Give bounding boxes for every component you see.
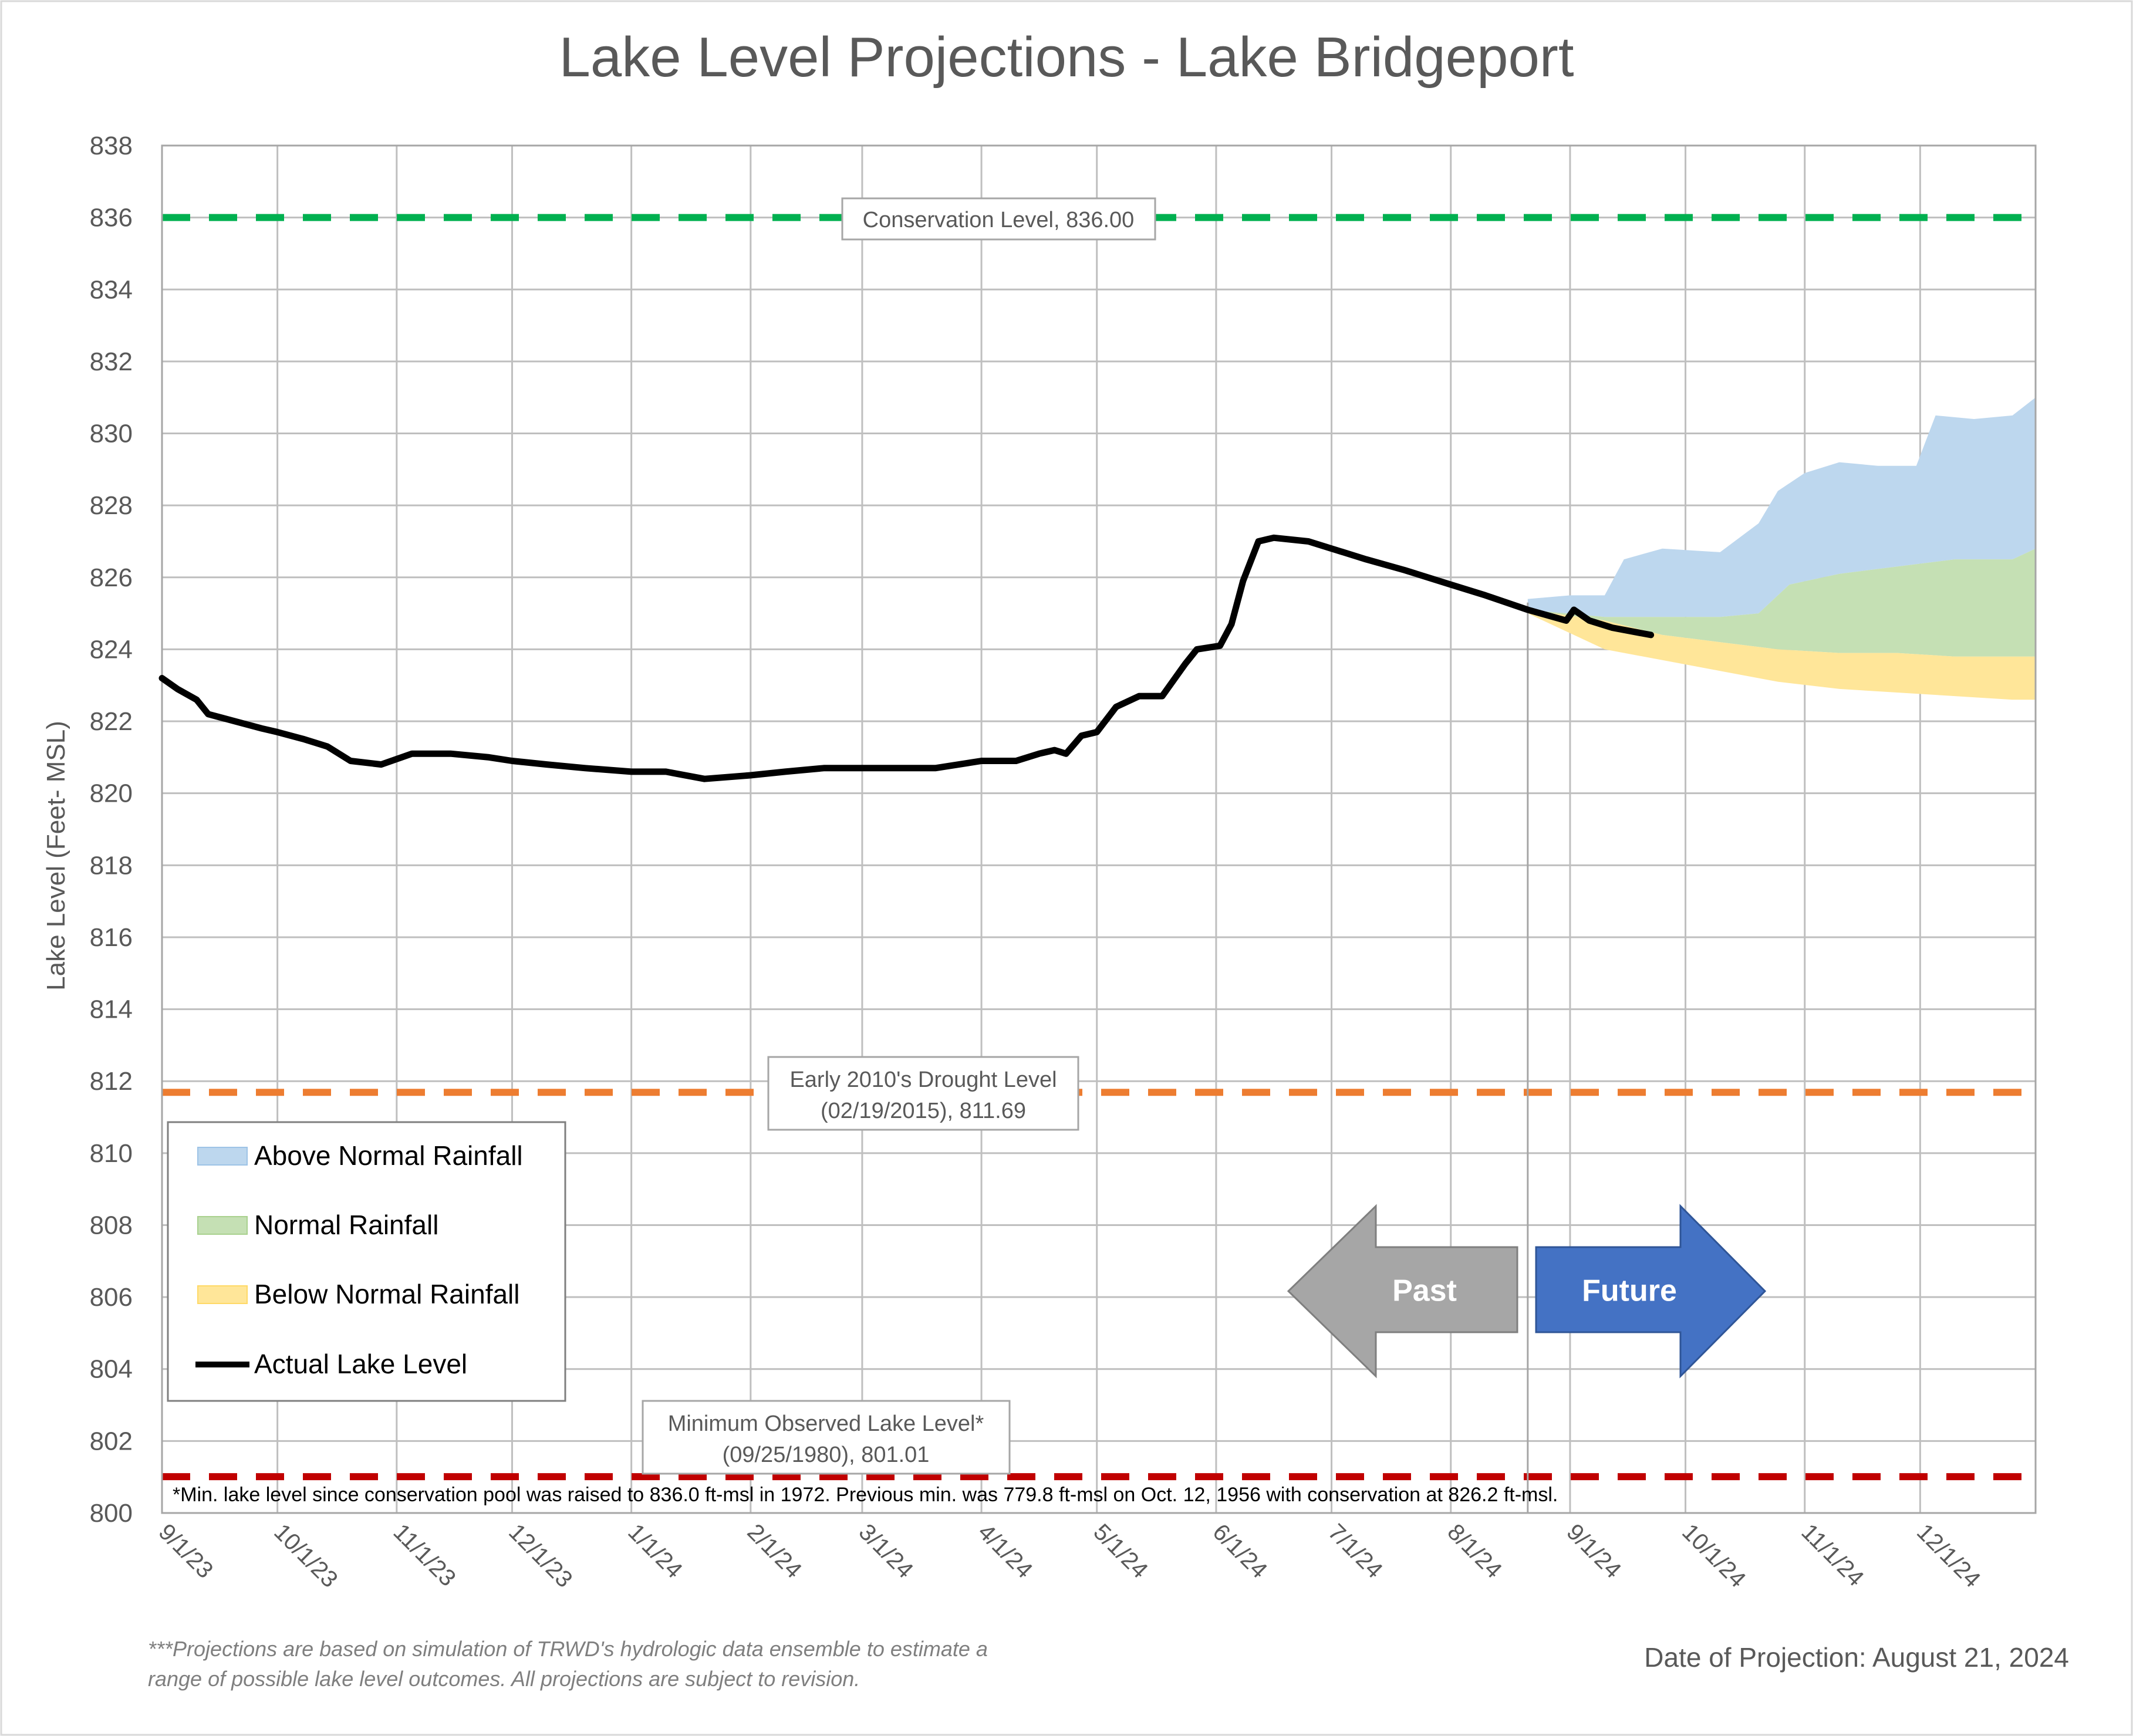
- past-arrow-label: Past: [1392, 1274, 1457, 1308]
- y-tick-label-832: 832: [90, 347, 133, 376]
- area-normal: [1527, 548, 2036, 657]
- footer-note-line1: ***Projections are based on simulation o…: [148, 1637, 988, 1661]
- series-line-actual-lake-level: [158, 534, 1655, 782]
- reference-lines: [162, 214, 2036, 1481]
- y-tick-label-828: 828: [90, 491, 133, 520]
- legend-label-actual: Actual Lake Level: [254, 1349, 467, 1379]
- y-tick-label-836: 836: [90, 204, 133, 232]
- y-tick-label-806: 806: [90, 1283, 133, 1312]
- conservation-label: Conservation Level, 836.00: [863, 208, 1135, 232]
- y-tick-label-830: 830: [90, 420, 133, 448]
- y-tick-label-814: 814: [90, 995, 133, 1024]
- legend-item-normal: Normal Rainfall: [197, 1210, 438, 1240]
- legend-box: [167, 1121, 566, 1402]
- legend-swatch-below-normal: [197, 1285, 248, 1304]
- y-tick-label-822: 822: [90, 707, 133, 736]
- chart-title: Lake Level Projections - Lake Bridgeport: [559, 26, 1574, 89]
- minimum-label-line2: (09/25/1980), 801.01: [723, 1443, 930, 1467]
- y-tick-label-802: 802: [90, 1427, 133, 1455]
- drought-label-line1: Early 2010's Drought Level: [789, 1068, 1057, 1092]
- projection-date: Date of Projection: August 21, 2024: [1644, 1642, 2069, 1673]
- y-tick-label-804: 804: [90, 1355, 133, 1384]
- area-above-normal: [1527, 397, 2036, 617]
- legend-item-actual: Actual Lake Level: [195, 1349, 467, 1379]
- area-below-normal: [1527, 610, 2036, 700]
- y-tick-label-800: 800: [90, 1499, 133, 1528]
- projection-areas: [1527, 397, 2036, 700]
- footer-note-line2: range of possible lake level outcomes. A…: [148, 1667, 860, 1691]
- y-tick-label-810: 810: [90, 1139, 133, 1168]
- plot-area-border: [161, 144, 2037, 1514]
- legend-label-below-normal: Below Normal Rainfall: [254, 1279, 520, 1309]
- y-axis-title: Lake Level (Feet- MSL): [42, 721, 70, 991]
- y-tick-label-820: 820: [90, 779, 133, 808]
- y-tick-label-834: 834: [90, 275, 133, 304]
- y-tick-label-812: 812: [90, 1067, 133, 1096]
- past-arrow: Past: [1287, 1204, 1518, 1379]
- y-tick-label-826: 826: [90, 563, 133, 592]
- legend-item-above-normal: Above Normal Rainfall: [197, 1140, 523, 1171]
- y-tick-label-818: 818: [90, 851, 133, 880]
- legend-item-below-normal: Below Normal Rainfall: [197, 1279, 520, 1309]
- future-arrow-label: Future: [1582, 1274, 1677, 1308]
- legend-label-normal: Normal Rainfall: [254, 1210, 438, 1240]
- y-tick-label-838: 838: [90, 131, 133, 160]
- legend-swatch-above-normal: [197, 1147, 248, 1166]
- drought-label-line2: (02/19/2015), 811.69: [821, 1099, 1026, 1123]
- minimum-callout: Minimum Observed Lake Level* (09/25/1980…: [642, 1400, 1011, 1475]
- conservation-callout: Conservation Level, 836.00: [841, 197, 1156, 241]
- minimum-footnote: *Min. lake level since conservation pool…: [173, 1484, 1558, 1506]
- y-tick-label-816: 816: [90, 923, 133, 952]
- y-tick-label-824: 824: [90, 635, 133, 664]
- drought-callout: Early 2010's Drought Level (02/19/2015),…: [767, 1056, 1079, 1131]
- y-tick-label-808: 808: [90, 1211, 133, 1239]
- actual-lake-level: [158, 534, 1655, 782]
- minimum-label-line1: Minimum Observed Lake Level*: [668, 1411, 984, 1436]
- future-arrow: Future: [1535, 1204, 1767, 1379]
- y-tick-labels: 800 802 804 806 808 810 812 814 816 818 820 822 824 8…: [90, 131, 133, 1528]
- legend: Above Normal Rainfall Normal Rainfall Be…: [167, 1121, 566, 1402]
- legend-label-above-normal: Above Normal Rainfall: [254, 1140, 523, 1171]
- legend-swatch-normal: [197, 1216, 248, 1235]
